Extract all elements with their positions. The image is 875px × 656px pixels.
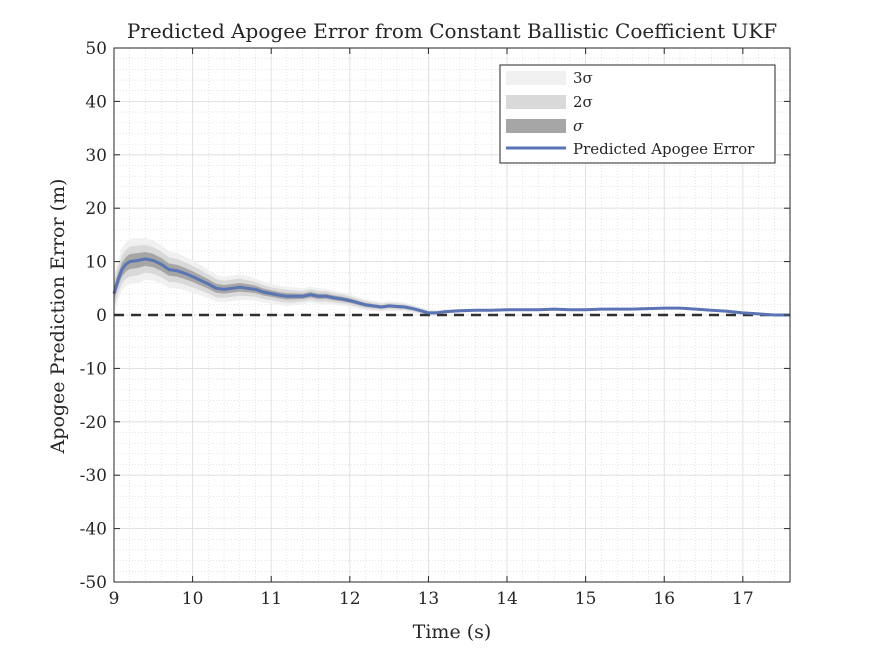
x-tick-label: 9 <box>109 589 120 609</box>
x-tick-label: 10 <box>182 589 204 609</box>
y-tick-label: 0 <box>96 306 107 326</box>
x-tick-label: 13 <box>418 589 440 609</box>
y-tick-label: -20 <box>80 413 107 433</box>
y-tick-label: -40 <box>80 520 107 540</box>
legend-swatch-2sigma <box>506 95 566 109</box>
y-axis-label: Apogee Prediction Error (m) <box>47 179 69 455</box>
legend-swatch-3sigma <box>506 71 566 85</box>
x-tick-label: 16 <box>653 589 675 609</box>
legend-label-sigma: σ <box>573 117 584 135</box>
legend-label-3sigma: 3σ <box>573 69 593 87</box>
x-tick-label: 15 <box>575 589 597 609</box>
legend-swatch-sigma <box>506 119 566 133</box>
y-tick-label: 30 <box>85 146 107 166</box>
x-tick-label: 11 <box>260 589 282 609</box>
x-tick-label: 12 <box>339 589 361 609</box>
legend-label-2sigma: 2σ <box>573 93 593 111</box>
y-tick-label: 20 <box>85 199 107 219</box>
y-tick-label: -10 <box>80 359 107 379</box>
legend: 3σ 2σ σ Predicted Apogee Error <box>499 64 776 164</box>
series-line-predicted-apogee-error <box>112 257 790 317</box>
legend-label-error-line: Predicted Apogee Error <box>573 140 755 158</box>
x-axis-label: Time (s) <box>413 621 492 643</box>
chart-title: Predicted Apogee Error from Constant Bal… <box>127 19 777 43</box>
y-tick-label: 50 <box>85 39 107 59</box>
y-tick-label: -30 <box>80 466 107 486</box>
x-tick-label: 14 <box>496 589 518 609</box>
y-tick-label: 10 <box>85 253 107 273</box>
y-tick-label: -50 <box>80 573 107 593</box>
x-tick-label: 17 <box>732 589 754 609</box>
y-tick-label: 40 <box>85 92 107 112</box>
